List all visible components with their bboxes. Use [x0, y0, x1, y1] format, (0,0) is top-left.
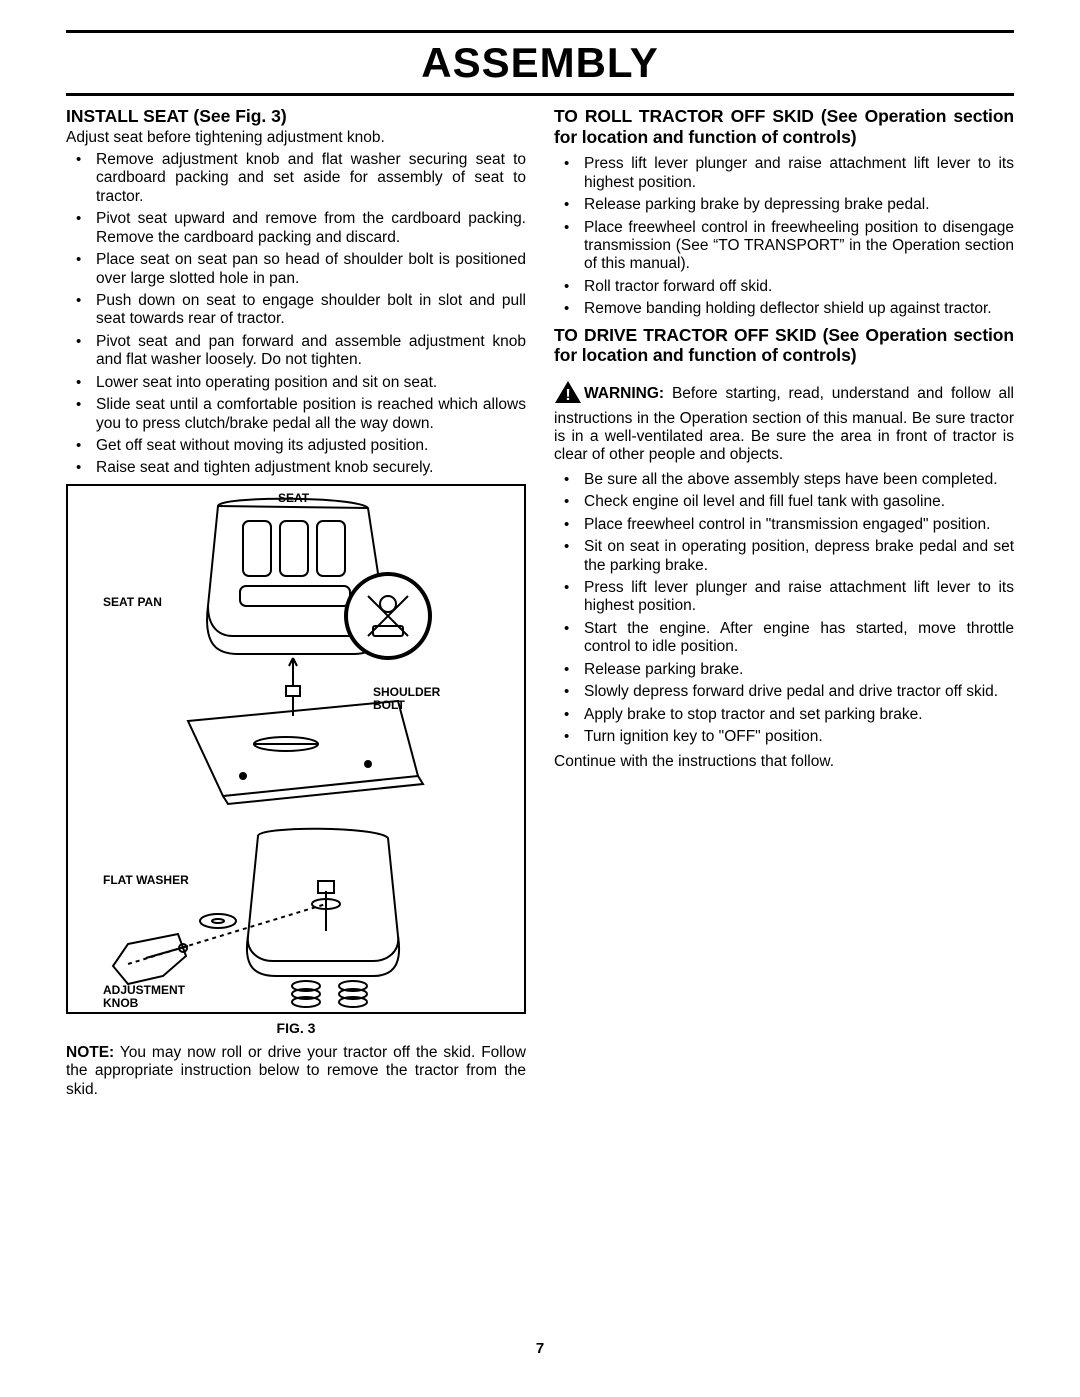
list-item: Pivot seat upward and remove from the ca…: [66, 210, 526, 247]
label-flat-washer: FLAT WASHER: [103, 874, 189, 887]
list-item: Place freewheel control in freewheeling …: [554, 219, 1014, 274]
warning-block: ! WARNING: Before starting, read, unders…: [554, 380, 1014, 465]
list-item: Sit on seat in operating position, depre…: [554, 538, 1014, 575]
note-text: You may now roll or drive your tractor o…: [66, 1044, 526, 1098]
roll-off-steps: Press lift lever plunger and raise attac…: [554, 155, 1014, 319]
label-seat-pan: SEAT PAN: [103, 596, 162, 609]
left-column: INSTALL SEAT (See Fig. 3) Adjust seat be…: [66, 106, 526, 1099]
list-item: Press lift lever plunger and raise attac…: [554, 579, 1014, 616]
intro-text: Adjust seat before tightening adjustment…: [66, 129, 526, 147]
list-item: Apply brake to stop tractor and set park…: [554, 706, 1014, 724]
note-label: NOTE:: [66, 1044, 114, 1061]
list-item: Pivot seat and pan forward and assemble …: [66, 333, 526, 370]
list-item: Raise seat and tighten adjustment knob s…: [66, 459, 526, 477]
page: ASSEMBLY INSTALL SEAT (See Fig. 3) Adjus…: [0, 0, 1080, 1397]
list-item: Remove adjustment knob and flat washer s…: [66, 151, 526, 206]
svg-text:!: !: [565, 387, 570, 404]
drive-off-steps: Be sure all the above assembly steps hav…: [554, 471, 1014, 747]
list-item: Push down on seat to engage shoulder bol…: [66, 292, 526, 329]
heading-roll-off: TO ROLL TRACTOR OFF SKID (See Operation …: [554, 106, 1014, 147]
list-item: Get off seat without moving its adjusted…: [66, 437, 526, 455]
page-title: ASSEMBLY: [66, 35, 1014, 91]
label-adjustment-knob: ADJUSTMENT KNOB: [103, 984, 203, 1010]
list-item: Slide seat until a comfortable position …: [66, 396, 526, 433]
list-item: Check engine oil level and fill fuel tan…: [554, 493, 1014, 511]
columns: INSTALL SEAT (See Fig. 3) Adjust seat be…: [66, 106, 1014, 1099]
list-item: Roll tractor forward off skid.: [554, 278, 1014, 296]
list-item: Slowly depress forward drive pedal and d…: [554, 683, 1014, 701]
warning-label: WARNING:: [584, 385, 664, 402]
label-shoulder-bolt: SHOULDER BOLT: [373, 686, 453, 712]
warning-icon: !: [554, 380, 582, 409]
page-number: 7: [0, 1340, 1080, 1357]
list-item: Be sure all the above assembly steps hav…: [554, 471, 1014, 489]
figure-caption: FIG. 3: [66, 1020, 526, 1036]
list-item: Start the engine. After engine has start…: [554, 620, 1014, 657]
continue-text: Continue with the instructions that foll…: [554, 753, 1014, 771]
list-item: Place freewheel control in "transmission…: [554, 516, 1014, 534]
list-item: Release parking brake.: [554, 661, 1014, 679]
right-column: TO ROLL TRACTOR OFF SKID (See Operation …: [554, 106, 1014, 1099]
list-item: Press lift lever plunger and raise attac…: [554, 155, 1014, 192]
list-item: Remove banding holding deflector shield …: [554, 300, 1014, 318]
list-item: Release parking brake by depressing brak…: [554, 196, 1014, 214]
seat-diagram: [68, 486, 524, 1012]
figure-3: SEAT SEAT PAN SHOULDER BOLT FLAT WASHER …: [66, 484, 526, 1014]
heading-install-seat: INSTALL SEAT (See Fig. 3): [66, 106, 526, 127]
list-item: Lower seat into operating position and s…: [66, 374, 526, 392]
rule-top: [66, 30, 1014, 33]
list-item: Turn ignition key to "OFF" position.: [554, 728, 1014, 746]
rule-bottom: [66, 93, 1014, 96]
note: NOTE: You may now roll or drive your tra…: [66, 1044, 526, 1099]
heading-drive-off: TO DRIVE TRACTOR OFF SKID (See Opera­tio…: [554, 325, 1014, 366]
list-item: Place seat on seat pan so head of should…: [66, 251, 526, 288]
install-seat-steps: Remove adjustment knob and flat washer s…: [66, 151, 526, 478]
label-seat: SEAT: [278, 492, 309, 505]
